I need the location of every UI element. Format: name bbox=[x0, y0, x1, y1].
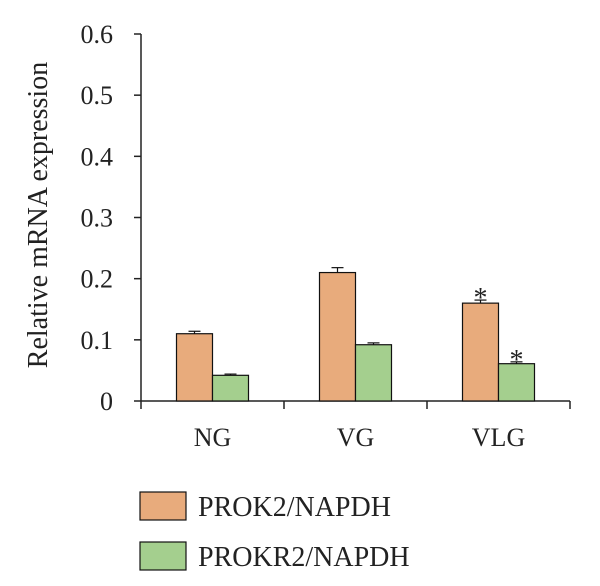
bars: ** bbox=[175, 267, 536, 402]
y-tick-label: 0.6 bbox=[81, 20, 114, 49]
x-tick-label: VG bbox=[337, 423, 375, 452]
legend-label: PROKR2/NAPDH bbox=[198, 542, 410, 573]
bar bbox=[354, 344, 393, 402]
y-tick-label: 0 bbox=[100, 387, 113, 416]
legend-swatch bbox=[139, 491, 187, 521]
legend: PROK2/NAPDH PROKR2/NAPDH bbox=[139, 491, 410, 573]
bar bbox=[461, 302, 500, 402]
y-tick-label: 0.4 bbox=[81, 142, 114, 171]
y-ticks: 0 0.1 0.2 0.3 0.4 0.5 0.6 bbox=[81, 20, 141, 416]
y-tick-label: 0.2 bbox=[81, 265, 114, 294]
bar bbox=[211, 374, 250, 402]
bar bbox=[318, 271, 357, 402]
y-axis-title: Relative mRNA expression bbox=[23, 62, 54, 368]
y-tick-label: 0.1 bbox=[81, 326, 114, 355]
legend-swatch bbox=[139, 541, 187, 571]
y-tick-label: 0.3 bbox=[81, 204, 114, 233]
x-ticks: NG VG VLG bbox=[140, 401, 571, 452]
bar bbox=[497, 363, 536, 402]
legend-label: PROK2/NAPDH bbox=[198, 492, 391, 523]
bar bbox=[175, 333, 214, 402]
y-tick-label: 0.5 bbox=[81, 81, 114, 110]
x-tick-label: NG bbox=[194, 423, 232, 452]
significance-marker: * bbox=[474, 283, 488, 314]
significance-marker: * bbox=[510, 345, 524, 376]
x-tick-label: VLG bbox=[472, 423, 525, 452]
